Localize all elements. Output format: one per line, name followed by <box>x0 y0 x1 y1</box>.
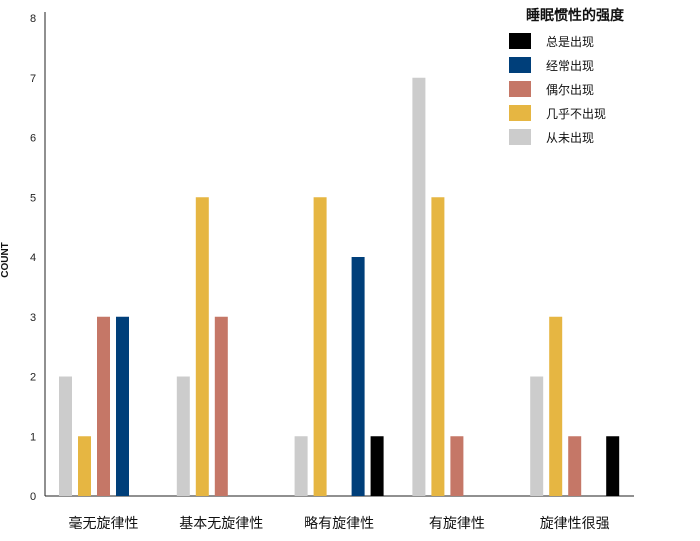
legend-swatch <box>509 33 531 49</box>
legend-entry: 几乎不出现 <box>546 107 606 121</box>
x-tick-label: 有旋律性 <box>429 516 485 532</box>
x-tick-label: 基本无旋律性 <box>179 515 263 532</box>
bar-3-1 <box>431 197 445 496</box>
legend-entry: 经常出现 <box>546 59 594 73</box>
y-tick-label: 7 <box>30 73 36 85</box>
legend-swatch <box>509 129 531 145</box>
bar-1-2 <box>214 316 228 496</box>
x-tick-label: 毫无旋律性 <box>69 515 139 532</box>
bar-2-1 <box>313 197 327 496</box>
bar-0-2 <box>97 316 110 496</box>
legend-swatch <box>509 81 531 97</box>
y-tick-label: 4 <box>30 252 36 264</box>
bar-2-3 <box>351 257 365 496</box>
bar-0-0 <box>59 376 72 496</box>
y-axis-label: COUNT <box>0 242 11 278</box>
y-tick-label: 5 <box>30 192 36 204</box>
bar-3-2 <box>450 436 464 496</box>
bar-0-3 <box>116 316 129 496</box>
bar-0-1 <box>78 436 91 496</box>
y-tick-label: 1 <box>30 431 36 443</box>
bar-4-4 <box>606 436 620 496</box>
legend-entry: 总是出现 <box>546 35 594 49</box>
legend-entry: 从未出现 <box>546 131 594 145</box>
bar-4-0 <box>530 376 544 496</box>
y-tick-label: 0 <box>30 491 36 503</box>
x-tick-label: 略有旋律性 <box>304 516 374 532</box>
y-axis: 0 1 2 3 4 5 6 7 8 <box>30 12 46 503</box>
bar-3-0 <box>412 77 426 496</box>
bar-2-4 <box>370 436 384 496</box>
category-labels: 毫无旋律性 基本无旋律性 略有旋律性 有旋律性 旋律性很强 <box>69 515 610 532</box>
legend-swatch <box>509 57 531 73</box>
bar-1-0 <box>176 376 190 496</box>
bar-4-1 <box>549 316 563 496</box>
legend-entry: 偶尔出现 <box>546 82 594 97</box>
bars <box>59 77 620 496</box>
bar-2-0 <box>294 436 308 496</box>
legend-swatch <box>509 105 531 121</box>
y-tick-label: 3 <box>30 312 36 324</box>
y-tick-label: 8 <box>30 13 36 25</box>
y-tick-label: 6 <box>30 133 36 145</box>
bar-1-1 <box>195 197 209 496</box>
x-tick-label: 旋律性很强 <box>540 516 610 532</box>
y-tick-label: 2 <box>30 372 36 384</box>
legend-title: 睡眠惯性的强度 <box>526 7 625 24</box>
bar-4-2 <box>568 436 582 496</box>
